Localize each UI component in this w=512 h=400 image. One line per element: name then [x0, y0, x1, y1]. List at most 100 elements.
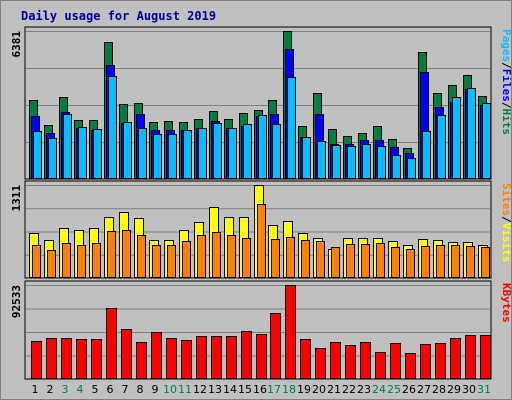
- bar-pages-9: [153, 134, 162, 179]
- bar-sites-7: [122, 230, 131, 278]
- bar-pages-23: [362, 144, 371, 179]
- bar-sites-18: [286, 237, 295, 278]
- bar-kbytes-28: [435, 343, 446, 379]
- bar-pages-5: [93, 129, 102, 179]
- bar-pages-15: [243, 124, 252, 179]
- bar-pages-27: [422, 131, 431, 179]
- bar-pages-3: [63, 114, 72, 179]
- x-tick-label: 22: [342, 383, 356, 396]
- y-max-label-mid: 1311: [10, 185, 23, 212]
- bar-pages-13: [213, 123, 222, 179]
- x-tick-label: 13: [208, 383, 222, 396]
- bar-sites-23: [361, 244, 370, 278]
- bar-sites-20: [316, 241, 325, 278]
- x-tick-label: 25: [387, 383, 401, 396]
- bar-sites-14: [227, 235, 236, 278]
- x-tick-label: 31: [477, 383, 491, 396]
- bar-pages-1: [33, 131, 42, 179]
- bar-pages-30: [467, 88, 476, 179]
- bar-kbytes-6: [106, 308, 117, 379]
- legend-mid-item: Visits: [500, 223, 511, 263]
- y-max-label-bot: 92533: [10, 285, 23, 318]
- bar-sites-28: [436, 245, 445, 278]
- legend-top-item: /: [500, 62, 511, 69]
- bar-pages-11: [183, 130, 192, 179]
- x-tick-label: 12: [193, 383, 207, 396]
- x-tick-label: 14: [223, 383, 237, 396]
- legend-top-item: Files: [500, 69, 511, 102]
- x-tick-label: 6: [107, 383, 114, 396]
- x-tick-label: 11: [178, 383, 192, 396]
- bar-sites-21: [331, 247, 340, 278]
- bar-kbytes-14: [226, 336, 237, 379]
- bar-kbytes-12: [196, 336, 207, 379]
- bar-pages-17: [272, 124, 281, 179]
- legend-bot-item: KBytes: [500, 283, 511, 323]
- x-tick-label: 24: [372, 383, 386, 396]
- bar-pages-10: [168, 134, 177, 179]
- bar-pages-31: [482, 103, 491, 179]
- bar-pages-6: [108, 76, 117, 179]
- bar-kbytes-3: [61, 338, 72, 379]
- bar-sites-3: [62, 243, 71, 278]
- bar-sites-25: [391, 247, 400, 278]
- x-tick-label: 7: [122, 383, 129, 396]
- x-tick-label: 5: [92, 383, 99, 396]
- bar-pages-19: [302, 137, 311, 179]
- bar-kbytes-16: [256, 334, 267, 379]
- bar-kbytes-30: [465, 335, 476, 379]
- x-tick-label: 9: [152, 383, 159, 396]
- legend-top-item: Pages: [500, 29, 511, 62]
- bar-pages-24: [377, 146, 386, 179]
- bar-kbytes-21: [330, 342, 341, 379]
- bar-kbytes-8: [136, 342, 147, 379]
- x-tick-label: 23: [357, 383, 371, 396]
- bar-pages-7: [123, 122, 132, 179]
- bar-pages-8: [138, 128, 147, 179]
- bar-kbytes-17: [270, 313, 281, 379]
- x-tick-label: 17: [267, 383, 281, 396]
- bar-kbytes-26: [405, 353, 416, 379]
- bar-sites-8: [137, 235, 146, 278]
- x-tick-label: 20: [312, 383, 326, 396]
- x-tick-label: 30: [462, 383, 476, 396]
- bar-sites-12: [197, 235, 206, 278]
- bar-pages-14: [228, 128, 237, 179]
- chart-title: Daily usage for August 2019: [21, 9, 216, 23]
- legend-mid-item: /: [500, 216, 511, 223]
- bar-pages-25: [392, 155, 401, 179]
- bar-sites-6: [107, 231, 116, 278]
- bar-kbytes-20: [315, 348, 326, 379]
- x-tick-label: 19: [297, 383, 311, 396]
- x-tick-label: 18: [282, 383, 296, 396]
- bar-sites-31: [481, 247, 490, 278]
- bar-kbytes-18: [285, 285, 296, 379]
- x-tick-label: 27: [417, 383, 431, 396]
- bar-kbytes-15: [241, 331, 252, 379]
- bar-kbytes-29: [450, 338, 461, 379]
- bar-sites-29: [451, 245, 460, 278]
- bar-kbytes-22: [345, 345, 356, 379]
- bar-sites-26: [406, 249, 415, 278]
- legend-mid: Sites/Visits: [500, 183, 511, 263]
- bar-kbytes-9: [151, 332, 162, 379]
- bar-pages-21: [332, 145, 341, 179]
- bar-pages-12: [198, 128, 207, 179]
- bar-pages-18: [287, 77, 296, 179]
- bar-kbytes-23: [360, 342, 371, 379]
- bar-sites-17: [271, 239, 280, 278]
- bar-kbytes-27: [420, 344, 431, 379]
- x-tick-label: 28: [432, 383, 446, 396]
- x-tick-label: 1: [32, 383, 39, 396]
- bar-sites-27: [421, 246, 430, 278]
- bar-kbytes-4: [76, 339, 87, 379]
- x-tick-label: 26: [402, 383, 416, 396]
- bar-kbytes-31: [480, 335, 491, 379]
- legend-top: Pages/Files/Hits: [500, 29, 511, 135]
- legend-bot: KBytes: [500, 283, 511, 323]
- bar-sites-13: [212, 232, 221, 278]
- x-tick-label: 10: [163, 383, 177, 396]
- x-tick-label: 3: [62, 383, 69, 396]
- bar-sites-30: [466, 246, 475, 278]
- bar-pages-4: [78, 127, 87, 179]
